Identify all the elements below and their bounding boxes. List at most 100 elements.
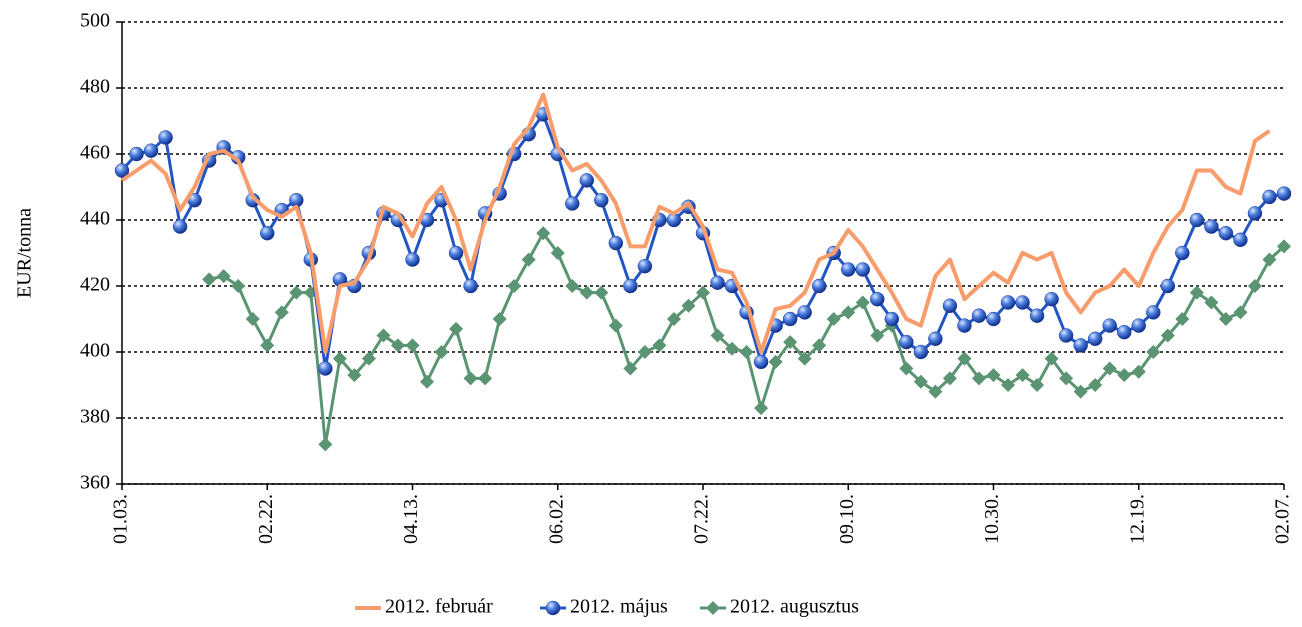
y-tick-label: 480: [80, 76, 110, 98]
point-marker: [1073, 338, 1088, 353]
point-marker: [260, 225, 275, 241]
point-marker: [449, 321, 464, 336]
y-tick-label: 380: [80, 406, 110, 428]
point-marker: [855, 262, 871, 277]
point-marker: [507, 279, 522, 293]
point-marker: [361, 351, 376, 366]
point-marker: [390, 338, 405, 353]
point-marker: [1277, 239, 1291, 254]
point-marker: [245, 312, 260, 326]
point-marker: [1146, 305, 1161, 320]
x-tick-label: 09.10.: [836, 494, 858, 544]
point-marker: [545, 600, 561, 616]
point-marker: [913, 344, 929, 360]
point-marker: [594, 285, 609, 300]
y-axis-label: EUR/tonna: [14, 208, 36, 298]
point-marker: [928, 384, 943, 399]
point-marker: [260, 338, 275, 353]
point-marker: [986, 368, 1001, 383]
point-marker: [1247, 206, 1263, 221]
point-marker: [1218, 312, 1233, 326]
point-marker: [231, 279, 246, 293]
point-marker: [971, 371, 986, 386]
legend-label: 2012. február: [385, 596, 493, 618]
point-marker: [129, 146, 144, 162]
point-marker: [710, 275, 725, 290]
point-marker: [1015, 368, 1030, 383]
point-marker: [434, 345, 449, 359]
point-marker: [637, 258, 653, 274]
point-marker: [1233, 305, 1248, 320]
point-marker: [928, 331, 943, 347]
point-marker: [1117, 368, 1132, 383]
point-marker: [1160, 278, 1176, 294]
point-marker: [826, 312, 841, 326]
legend-item: 2012. augusztus: [700, 596, 859, 618]
x-tick-label: 04.13.: [400, 494, 422, 544]
legend-label: 2012. május: [570, 596, 668, 618]
point-marker: [782, 311, 798, 327]
point-marker: [448, 245, 464, 261]
legend-item: 2012. május: [540, 596, 668, 618]
legend-item: 2012. február: [355, 596, 493, 618]
point-marker: [608, 235, 624, 251]
point-marker: [753, 354, 769, 370]
point-marker: [1160, 328, 1175, 343]
point-marker: [420, 374, 435, 389]
point-marker: [754, 401, 769, 416]
point-marker: [1044, 291, 1059, 307]
point-marker: [1015, 295, 1030, 310]
point-marker: [1276, 186, 1292, 201]
point-marker: [289, 285, 304, 300]
point-marker: [318, 437, 333, 452]
point-marker: [971, 308, 987, 323]
point-marker: [347, 368, 362, 383]
point-marker: [158, 130, 173, 145]
point-marker: [652, 338, 667, 353]
point-marker: [899, 334, 914, 350]
point-marker: [1029, 308, 1045, 323]
point-marker: [797, 351, 812, 366]
point-marker: [1102, 361, 1117, 376]
point-marker: [1189, 212, 1205, 228]
point-marker: [1087, 331, 1103, 347]
point-marker: [1073, 384, 1088, 399]
point-marker: [841, 262, 856, 277]
series-line: [120, 92, 1271, 354]
point-marker: [565, 279, 580, 293]
point-marker: [623, 361, 638, 376]
point-marker: [1000, 295, 1016, 310]
point-marker: [216, 269, 231, 284]
legend-label: 2012. augusztus: [730, 596, 859, 618]
point-marker: [783, 335, 798, 350]
point-marker: [478, 371, 493, 386]
point-marker: [797, 305, 812, 320]
x-tick-label: 02.07.: [1272, 494, 1294, 544]
x-tick-label: 12.19.: [1126, 494, 1148, 544]
point-marker: [594, 192, 609, 208]
point-marker: [492, 312, 507, 326]
point-marker: [1218, 225, 1234, 241]
point-marker: [870, 328, 885, 343]
point-marker: [623, 278, 638, 294]
x-tick-label: 07.22.: [691, 494, 713, 544]
point-marker: [1204, 219, 1219, 234]
point-marker: [1088, 378, 1103, 392]
x-tick-label: 02.22.: [255, 494, 277, 544]
point-marker: [1204, 295, 1219, 310]
point-marker: [550, 246, 565, 260]
point-marker: [768, 354, 783, 369]
point-marker: [706, 601, 720, 615]
point-marker: [855, 295, 870, 310]
point-marker: [579, 285, 594, 300]
point-marker: [579, 173, 595, 188]
point-marker: [1058, 328, 1074, 343]
point-marker: [405, 338, 420, 353]
point-marker: [202, 272, 217, 287]
point-marker: [376, 328, 391, 343]
point-marker: [1102, 318, 1117, 333]
point-marker: [942, 298, 958, 314]
point-marker: [318, 361, 333, 376]
y-tick-label: 460: [80, 142, 110, 164]
